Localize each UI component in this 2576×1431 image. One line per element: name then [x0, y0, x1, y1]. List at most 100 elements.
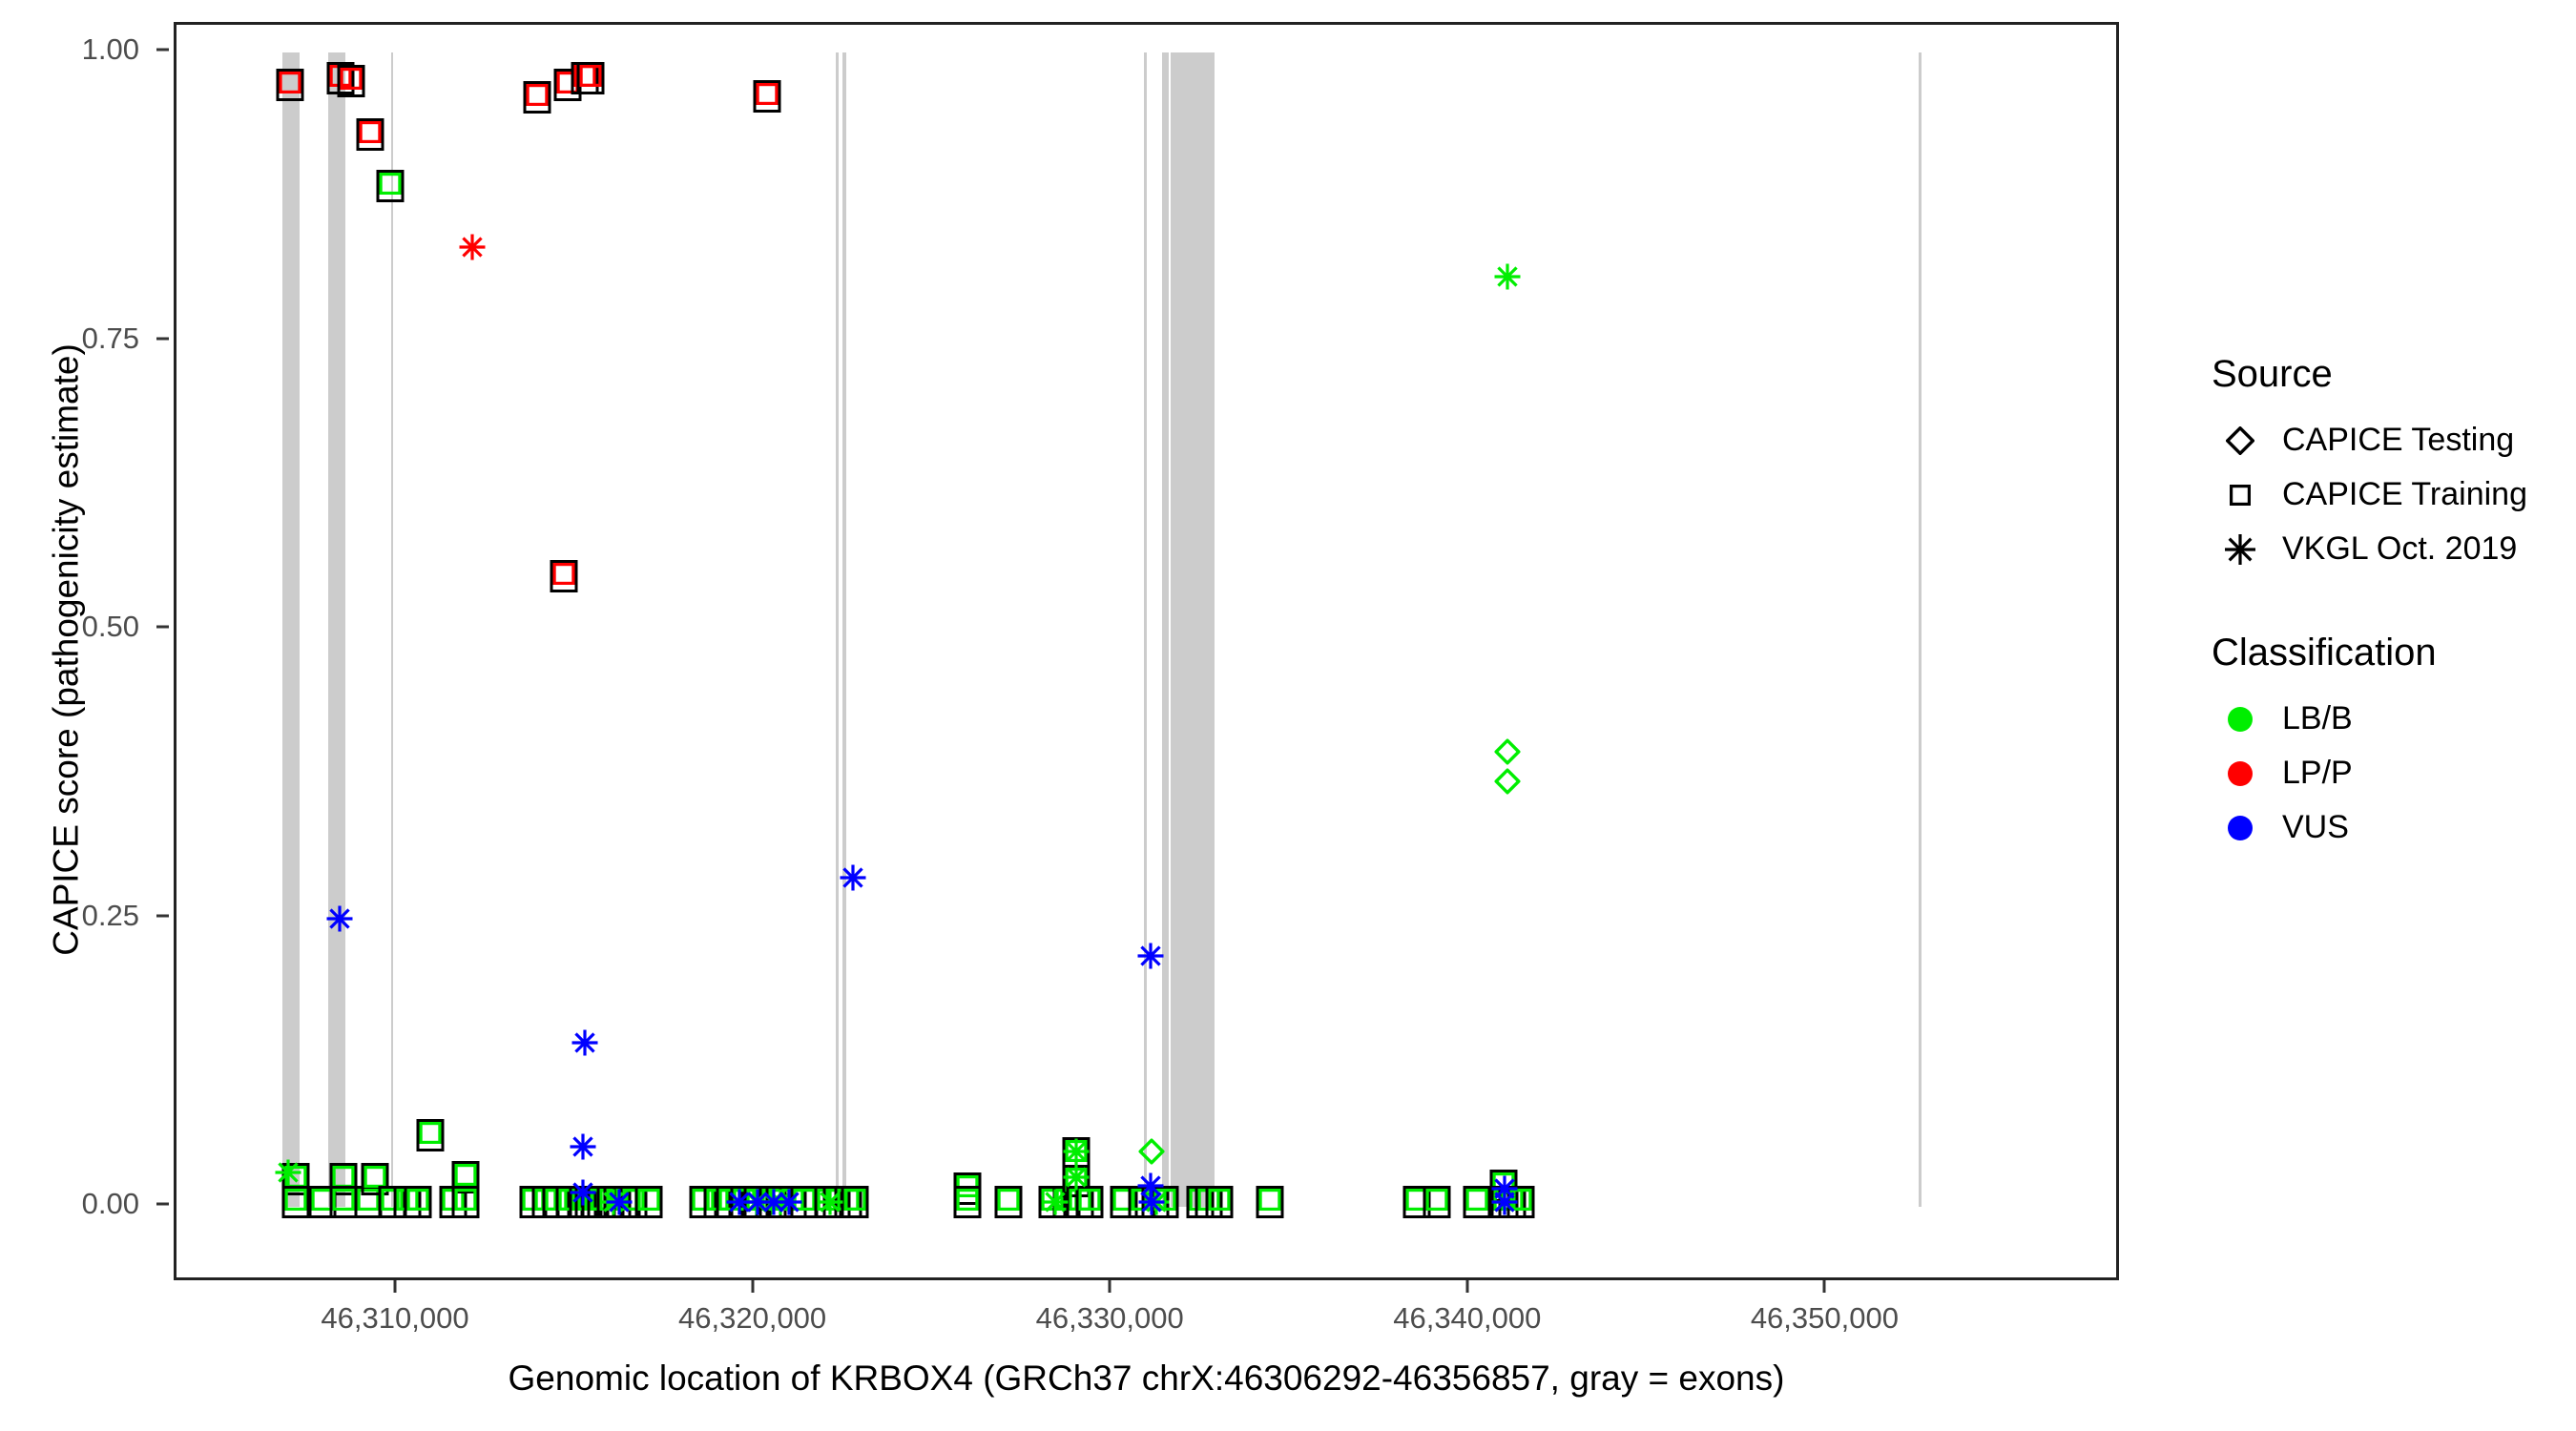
square-marker-icon [2212, 467, 2269, 522]
data-point-star [571, 1029, 599, 1057]
data-point-square [356, 117, 384, 151]
data-point-square [634, 1186, 663, 1219]
data-point-square [404, 1186, 432, 1219]
data-point-square [519, 1186, 548, 1219]
plot-panel [174, 22, 2119, 1280]
data-point-square [779, 1186, 807, 1219]
data-point-diamond [1494, 738, 1521, 765]
x-tick-mark [393, 1280, 397, 1293]
data-point-star [1137, 1172, 1165, 1200]
legend-title-classification: Classification [2212, 632, 2437, 674]
data-point-square [451, 1160, 480, 1193]
data-point-star [458, 234, 486, 261]
data-point-star [1137, 943, 1165, 970]
legend-item-source[interactable]: CAPICE Training [2212, 467, 2555, 522]
data-point-square [569, 1186, 597, 1219]
data-point-star [1062, 1137, 1090, 1165]
data-point-square [596, 1186, 625, 1219]
legend-item-source[interactable]: CAPICE Testing [2212, 413, 2555, 467]
data-point-square [994, 1186, 1023, 1219]
data-point-star [767, 1189, 795, 1216]
data-point-square [743, 1186, 772, 1219]
data-point-square [416, 1118, 445, 1151]
y-tick-label: 0.00 [81, 1187, 139, 1220]
data-point-square [753, 79, 781, 113]
x-tick-label: 46,350,000 [1750, 1301, 1899, 1335]
data-point-square [1110, 1186, 1138, 1219]
data-point-square [361, 1162, 389, 1195]
x-axis-title: Genomic location of KRBOX4 (GRCh37 chrX:… [508, 1358, 1785, 1398]
data-point-star [570, 1179, 597, 1207]
data-point-square [1498, 1186, 1527, 1219]
legend-label-source: VKGL Oct. 2019 [2282, 530, 2518, 567]
data-point-square [531, 1186, 560, 1219]
data-point-square [689, 1186, 717, 1219]
x-tick-mark [1108, 1280, 1111, 1293]
data-point-square [542, 1186, 571, 1219]
x-tick-label: 46,320,000 [678, 1301, 827, 1335]
legend-dot [2228, 706, 2253, 732]
data-point-star [744, 1189, 772, 1216]
data-point-square [354, 1186, 383, 1219]
data-point-star [1137, 1189, 1165, 1216]
red-dot-icon [2212, 746, 2269, 800]
data-point-square [550, 560, 578, 593]
data-point-square [1490, 1186, 1519, 1219]
data-point-square [581, 1186, 610, 1219]
data-point-square [1256, 1186, 1284, 1219]
x-tick-mark [1822, 1280, 1826, 1293]
legend-dot [2228, 815, 2253, 840]
data-point-diamond [1138, 1138, 1165, 1165]
data-point-square [571, 61, 599, 94]
legend-dot [2228, 760, 2253, 786]
legend-label-classification: LB/B [2282, 700, 2353, 736]
data-point-star [599, 1189, 627, 1216]
y-tick-label: 0.50 [81, 610, 139, 643]
data-point-square [439, 1186, 467, 1219]
y-tick-mark [156, 337, 169, 340]
legend-item-source[interactable]: VKGL Oct. 2019 [2212, 522, 2555, 576]
x-tick-label: 46,330,000 [1035, 1301, 1184, 1335]
data-point-square [1423, 1186, 1451, 1219]
data-point-star [1062, 1163, 1090, 1191]
legend-group-source: Source CAPICE Testing CAPICE Training VKGL… [2212, 353, 2555, 576]
legend-label-source: CAPICE Testing [2282, 422, 2515, 458]
data-point-star [1490, 1189, 1518, 1216]
exon-region [1170, 52, 1215, 1207]
data-point-star [605, 1189, 633, 1216]
data-point-square [1489, 1170, 1518, 1203]
data-point-square [1052, 1186, 1080, 1219]
data-point-square [603, 1186, 632, 1219]
legend-item-classification[interactable]: VUS [2212, 800, 2555, 855]
data-point-square [703, 1186, 732, 1219]
y-tick-mark [156, 1202, 169, 1206]
legend-group-classification: Classification LB/B LP/P VUS [2212, 632, 2555, 855]
data-point-square [1402, 1186, 1431, 1219]
data-point-square [716, 1186, 744, 1219]
data-point-square [587, 1186, 615, 1219]
y-tick-mark [156, 625, 169, 629]
exon-region [390, 52, 394, 1207]
data-point-star [1041, 1189, 1069, 1216]
data-point-square [1506, 1186, 1535, 1219]
y-tick-label: 0.75 [81, 321, 139, 355]
y-tick-mark [156, 914, 169, 917]
data-point-square [1128, 1186, 1156, 1219]
data-point-square [393, 1186, 422, 1219]
data-point-star [1494, 262, 1522, 290]
exon-region [328, 52, 345, 1207]
data-point-star [760, 1189, 788, 1216]
legend-item-classification[interactable]: LP/P [2212, 746, 2555, 800]
data-point-square [451, 1186, 480, 1219]
x-tick-label: 46,340,000 [1393, 1301, 1542, 1335]
data-point-star [1490, 1174, 1518, 1202]
data-point-star [725, 1189, 753, 1216]
legend-item-classification[interactable]: LB/B [2212, 692, 2555, 746]
data-point-star [1491, 1189, 1519, 1216]
data-point-star [743, 1189, 771, 1216]
data-point-square [523, 81, 551, 114]
x-tick-mark [1465, 1280, 1469, 1293]
legend: Source CAPICE Testing CAPICE Training VKGL… [2212, 353, 2555, 910]
data-point-square [790, 1186, 819, 1219]
